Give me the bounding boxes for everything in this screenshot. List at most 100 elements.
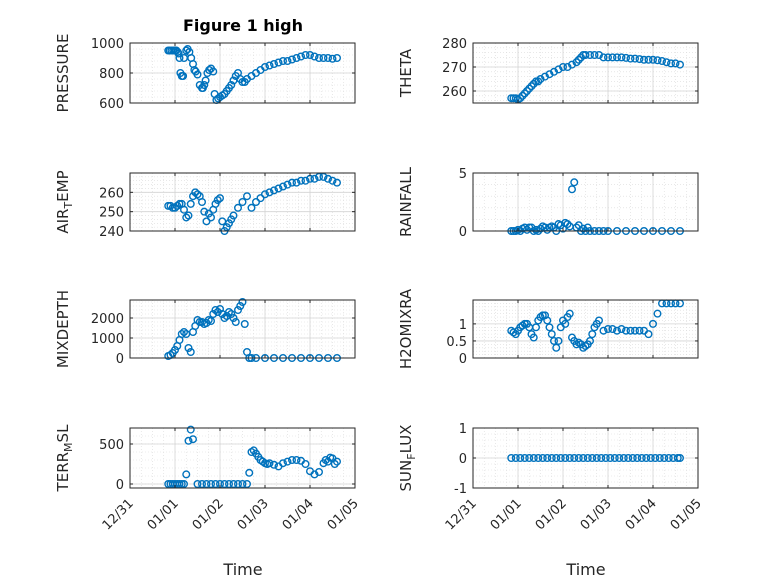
data-point — [227, 215, 236, 224]
y-axis-label-airtemp-subscript: T — [62, 202, 75, 210]
data-point — [301, 460, 310, 469]
y-tick-label: 250 — [99, 206, 124, 221]
data-point — [667, 59, 676, 68]
data-point — [188, 435, 197, 444]
data-point — [238, 480, 247, 489]
figure-title: Figure 1 high — [183, 16, 303, 35]
data-point — [229, 314, 238, 323]
data-point — [597, 454, 606, 463]
data-point — [333, 457, 342, 466]
data-point — [324, 174, 333, 183]
data-point — [306, 51, 315, 60]
data-point — [283, 57, 292, 66]
data-point — [179, 480, 188, 489]
data-point — [525, 454, 534, 463]
data-point — [220, 314, 229, 323]
data-point — [624, 454, 633, 463]
subplot-air_temp: 240 250 260 AIRTEMP — [54, 170, 356, 240]
data-point — [215, 194, 224, 203]
data-point — [615, 454, 624, 463]
y-axis-label-airtemp-part-b: EMP — [54, 170, 72, 201]
data-point — [536, 74, 545, 83]
data-point — [310, 470, 319, 479]
data-point — [577, 53, 586, 62]
data-point — [631, 54, 640, 63]
data-point — [516, 94, 525, 103]
data-point — [529, 454, 538, 463]
data-point — [651, 454, 660, 463]
x-tick-label: 01/04 — [623, 496, 660, 533]
y-axis-label-terrmsl-subscript: M — [62, 442, 75, 452]
data-point — [211, 199, 220, 208]
data-point — [288, 55, 297, 64]
data-point — [532, 323, 541, 332]
data-point — [646, 454, 655, 463]
data-point — [622, 326, 631, 335]
data-point — [592, 454, 601, 463]
y-axis-label-terrmsl: TERRMSL — [54, 424, 75, 493]
data-point — [229, 211, 238, 220]
data-point — [186, 348, 195, 357]
data-point — [660, 454, 669, 463]
data-point — [520, 454, 529, 463]
data-point — [543, 316, 552, 325]
data-point — [631, 326, 640, 335]
axes-box — [472, 299, 699, 359]
data-point — [671, 59, 680, 68]
data-point — [599, 326, 608, 335]
data-point — [563, 220, 572, 229]
x-tick-label: 01/05 — [668, 496, 705, 533]
data-point — [565, 454, 574, 463]
data-point — [628, 454, 637, 463]
data-point — [177, 330, 186, 339]
data-point — [511, 454, 520, 463]
subplot-theta: 260 270 280 THETA — [397, 37, 699, 104]
data-point — [613, 53, 622, 62]
x-tick-label: 01/04 — [280, 496, 317, 533]
data-point — [270, 60, 279, 69]
data-point — [574, 55, 583, 64]
y-tick-label: 1000 — [91, 37, 124, 52]
y-axis-label-sunflux-subscript: F — [405, 453, 418, 459]
data-point — [588, 454, 597, 463]
y-tick-label: 1 — [459, 422, 467, 437]
data-point — [200, 207, 209, 216]
y-axis-label-rainfall: RAINFALL — [397, 166, 415, 237]
data-point — [617, 325, 626, 334]
data-point — [550, 336, 559, 345]
data-point — [283, 180, 292, 189]
y-tick-label: 0 — [459, 452, 467, 467]
data-point — [608, 325, 617, 334]
data-point — [635, 55, 644, 64]
data-point — [310, 52, 319, 61]
data-point — [297, 52, 306, 61]
data-point — [516, 454, 525, 463]
data-point — [523, 86, 532, 95]
data-point — [518, 91, 527, 100]
data-point — [324, 54, 333, 63]
y-tick-label: 1 — [459, 318, 467, 333]
data-point — [525, 84, 534, 93]
data-point — [261, 63, 270, 72]
data-point — [211, 306, 220, 315]
data-point — [179, 328, 188, 337]
data-point — [315, 54, 324, 63]
data-point — [315, 172, 324, 181]
data-point — [601, 454, 610, 463]
data-point — [204, 209, 213, 218]
data-point — [649, 319, 658, 328]
data-point — [184, 344, 193, 353]
y-axis-label-theta: THETA — [397, 48, 415, 98]
data-point — [319, 172, 328, 181]
data-point — [206, 213, 215, 222]
subplot-mixdepth: 0 1000 2000 MIXDEPTH — [54, 290, 356, 368]
data-point — [579, 454, 588, 463]
data-point — [206, 480, 215, 489]
data-point — [541, 72, 550, 81]
data-point — [174, 49, 183, 58]
y-tick-label: 240 — [99, 225, 124, 240]
data-point — [202, 217, 211, 226]
data-point — [545, 70, 554, 79]
data-point — [613, 326, 622, 335]
data-point — [676, 454, 685, 463]
